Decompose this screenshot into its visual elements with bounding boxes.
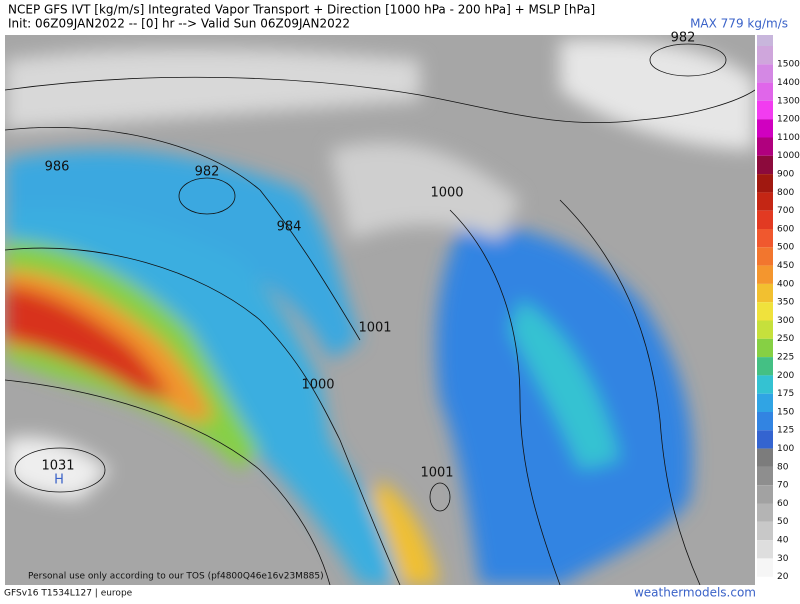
colorbar-cell [757,375,773,394]
colorbar-label: 400 [777,279,794,289]
colorbar-label: 225 [777,352,794,362]
colorbar-cell [757,119,773,138]
colorbar-label: 80 [777,462,789,472]
tos-note: Personal use only according to our TOS (… [28,572,324,582]
pressure-label: 982 [195,165,220,180]
colorbar-cell [757,521,773,541]
model-label: GFSv16 T1534L127 | europe [4,589,133,599]
pressure-label: 986 [45,160,70,175]
title: NCEP GFS IVT [kg/m/s] Integrated Vapor T… [8,3,595,17]
pressure-label: 1031 [41,459,74,474]
colorbar-label: 1500 [777,60,800,70]
colorbar-label: 600 [777,224,794,234]
pressure-label: 1001 [358,321,391,336]
colorbar-label: 700 [777,206,794,216]
colorbar-label: 1300 [777,96,800,106]
colorbar-label: 175 [777,389,794,399]
colorbar-cell [757,485,773,504]
colorbar-cell [757,558,773,577]
colorbar-cell [757,430,773,449]
colorbar-cell [757,46,773,65]
colorbar-cell [757,302,773,321]
colorbar-cell [757,100,773,120]
colorbar-cell [757,155,773,175]
colorbar-label: 1400 [777,78,800,88]
colorbar-cell [757,448,773,467]
colorbar-label: 350 [777,298,794,308]
map [5,35,755,585]
colorbar-cell [757,357,773,376]
colorbar-label: 900 [777,169,794,179]
colorbar-label: 125 [777,426,794,436]
colorbar-label: 1100 [777,133,800,143]
colorbar-label: 60 [777,499,789,509]
colorbar-label: 250 [777,334,794,344]
colorbar-label: 300 [777,316,794,326]
colorbar-cell [757,503,773,522]
colorbar-label: 200 [777,371,794,381]
colorbar-label: 30 [777,554,789,564]
colorbar-label: 1200 [777,115,800,125]
pressure-label: 1000 [430,186,463,201]
colorbar-label: 500 [777,243,794,253]
colorbar-label: 100 [777,444,794,454]
colorbar-label: 1000 [777,151,800,161]
pressure-label: H [54,473,64,488]
colorbar: 1500 1400 1300 1200 1100 1000 900 800 700 600 500 4… [757,35,800,582]
colorbar-cell [757,283,773,303]
colorbar-label: 450 [777,261,794,271]
colorbar-cell [757,265,773,284]
max-label: MAX 779 kg/m/s [690,17,788,31]
colorbar-cell [757,192,773,211]
colorbar-cell [757,247,773,266]
colorbar-cell [757,393,773,412]
colorbar-cell [757,466,773,486]
colorbar-label: 20 [777,572,789,582]
colorbar-label: 150 [777,407,794,417]
colorbar-cell [757,82,773,101]
colorbar-cell [757,64,773,83]
colorbar-cell [757,412,773,431]
colorbar-label: 40 [777,535,789,545]
colorbar-cell [757,210,773,229]
colorbar-cell [757,174,773,193]
pressure-label: 984 [277,220,302,235]
colorbar-cell [757,540,773,559]
colorbar-cell [757,338,773,358]
pressure-label: 1001 [420,466,453,481]
colorbar-label: 50 [777,517,789,527]
pressure-label: 1000 [301,378,334,393]
site-link: weathermodels.com [634,586,756,600]
colorbar-label: 800 [777,188,794,198]
colorbar-label: 70 [777,481,789,491]
colorbar-cell [757,320,773,339]
colorbar-cell [757,229,773,248]
pressure-label: 982 [671,31,696,46]
init-line: Init: 06Z09JAN2022 -- [0] hr --> Valid S… [8,17,350,31]
colorbar-cell [757,137,773,156]
